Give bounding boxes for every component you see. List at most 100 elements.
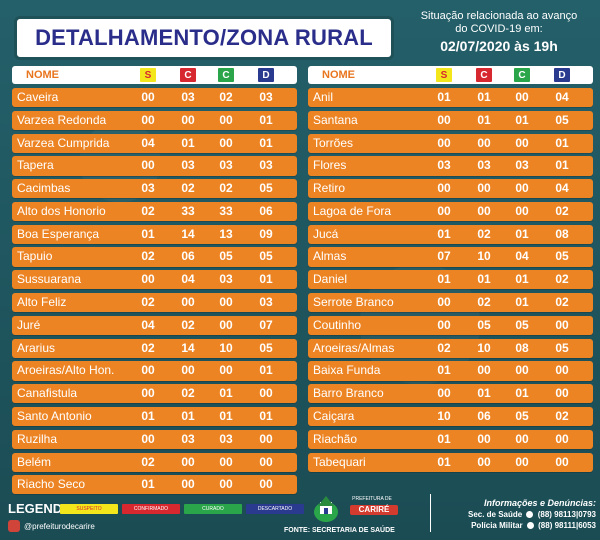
row-value: 08: [515, 340, 529, 355]
row-value: 04: [181, 272, 195, 287]
row-value: 33: [219, 203, 233, 218]
header-badge: S: [436, 68, 452, 82]
row-value: 02: [477, 295, 491, 310]
row-value: 14: [181, 340, 195, 355]
contact-health-label: Sec. de Saúde: [467, 510, 523, 519]
row-value: 00: [477, 135, 491, 150]
row-name: Lagoa de Fora: [313, 203, 392, 218]
row-name: Barro Branco: [313, 386, 384, 401]
table-row: Torrões 00 00 00 01: [308, 133, 593, 153]
table-row: Coutinho 00 05 05 00: [308, 315, 593, 335]
row-value: 00: [219, 477, 233, 492]
row-value: 00: [219, 317, 233, 332]
row-value: 02: [141, 249, 155, 264]
row-value: 00: [219, 454, 233, 469]
row-value: 06: [259, 203, 273, 218]
row-value: 05: [259, 340, 273, 355]
table-row: Aroeiras/Alto Hon. 00 00 00 01: [12, 361, 297, 381]
row-name: Caiçara: [313, 408, 355, 423]
row-value: 02: [219, 90, 233, 104]
row-name: Jucá: [313, 226, 339, 241]
table-row: Caiçara 10 06 05 02: [308, 406, 593, 427]
row-value: 00: [437, 181, 451, 196]
row-value: 00: [437, 317, 451, 332]
row-name: Daniel: [313, 272, 348, 287]
row-value: 01: [219, 386, 233, 401]
row-value: 00: [181, 295, 195, 310]
row-value: 00: [437, 135, 451, 150]
table-row: Belém 02 00 00 00: [12, 452, 297, 472]
row-value: 01: [181, 408, 195, 423]
row-value: 00: [555, 386, 569, 401]
row-value: 00: [555, 363, 569, 378]
row-value: 02: [141, 340, 155, 355]
logo-brand: CARIRÉ: [350, 505, 398, 515]
row-value: 01: [477, 272, 491, 287]
table-row: Alto Feliz 02 00 00 03: [12, 293, 297, 313]
row-value: 02: [555, 295, 569, 310]
row-value: 07: [437, 249, 451, 264]
row-value: 01: [141, 408, 155, 423]
prefeitura-logo-icon: [314, 496, 338, 522]
row-name: Caveira: [17, 90, 59, 104]
row-value: 00: [515, 203, 529, 218]
row-value: 02: [141, 203, 155, 218]
row-value: 02: [555, 272, 569, 287]
row-value: 01: [141, 477, 155, 492]
row-value: 02: [141, 454, 155, 469]
header-badge: S: [140, 68, 156, 82]
left-column: NOME S C C D Caveira 00 03 02 03 Varzea Redonda 00 0…: [12, 66, 297, 498]
row-value: 00: [141, 431, 155, 446]
row-value: 00: [181, 477, 195, 492]
footer-divider: [430, 494, 431, 532]
whatsapp-icon: [526, 522, 534, 530]
row-value: 00: [259, 477, 273, 492]
table-row: Barro Branco 00 01 01 00: [308, 384, 593, 404]
row-value: 04: [555, 181, 569, 196]
table-row: Varzea Cumprida 04 01 00 01: [12, 133, 297, 153]
table-row: Almas 07 10 04 05: [308, 247, 593, 267]
row-name: Juré: [17, 317, 41, 332]
row-value: 03: [259, 158, 273, 173]
row-value: 00: [141, 158, 155, 173]
row-value: 01: [477, 386, 491, 401]
row-value: 02: [181, 181, 195, 196]
row-value: 01: [437, 431, 451, 446]
table-row: Retiro 00 00 00 04: [308, 179, 593, 199]
row-value: 01: [477, 112, 491, 127]
row-value: 04: [555, 90, 569, 104]
situation-note: Situação relacionada ao avanço do COVID-…: [404, 10, 594, 55]
row-name: Serrote Branco: [313, 295, 394, 310]
row-value: 00: [515, 363, 529, 378]
row-value: 01: [515, 272, 529, 287]
row-value: 09: [259, 226, 273, 241]
row-value: 01: [555, 135, 569, 150]
table-row: Caveira 00 03 02 03: [12, 88, 297, 108]
table-row: Daniel 01 01 01 02: [308, 270, 593, 290]
row-name: Tapuio: [17, 249, 53, 264]
row-name: Tapera: [17, 158, 54, 173]
situation-line-2: do COVID-19 em:: [455, 23, 543, 35]
row-value: 03: [219, 431, 233, 446]
row-value: 00: [477, 203, 491, 218]
whatsapp-icon: [526, 511, 534, 519]
legend-item: CONFIRMADO: [122, 504, 180, 514]
row-value: 05: [259, 249, 273, 264]
row-name: Ruzilha: [17, 431, 58, 446]
contact-police-phone: (88) 98111|6053: [538, 521, 596, 530]
row-value: 00: [437, 295, 451, 310]
instagram-icon: [8, 520, 20, 532]
contact-police-label: Polícia Militar: [471, 521, 523, 530]
row-value: 02: [555, 203, 569, 218]
row-name: Aroeiras/Alto Hon.: [17, 363, 115, 378]
row-value: 02: [181, 317, 195, 332]
header-badge: C: [180, 68, 196, 82]
contact-info: Informações e Denúncias: Sec. de Saúde (…: [436, 498, 596, 531]
table-row: Anil 01 01 00 04: [308, 88, 593, 108]
row-value: 05: [219, 249, 233, 264]
row-name: Boa Esperança: [17, 226, 100, 241]
social-handle[interactable]: @prefeiturodecarire: [8, 520, 95, 532]
table-row: Flores 03 03 03 01: [308, 156, 593, 176]
row-value: 03: [181, 158, 195, 173]
contact-health-phone: (88) 98113|0793: [537, 510, 596, 519]
